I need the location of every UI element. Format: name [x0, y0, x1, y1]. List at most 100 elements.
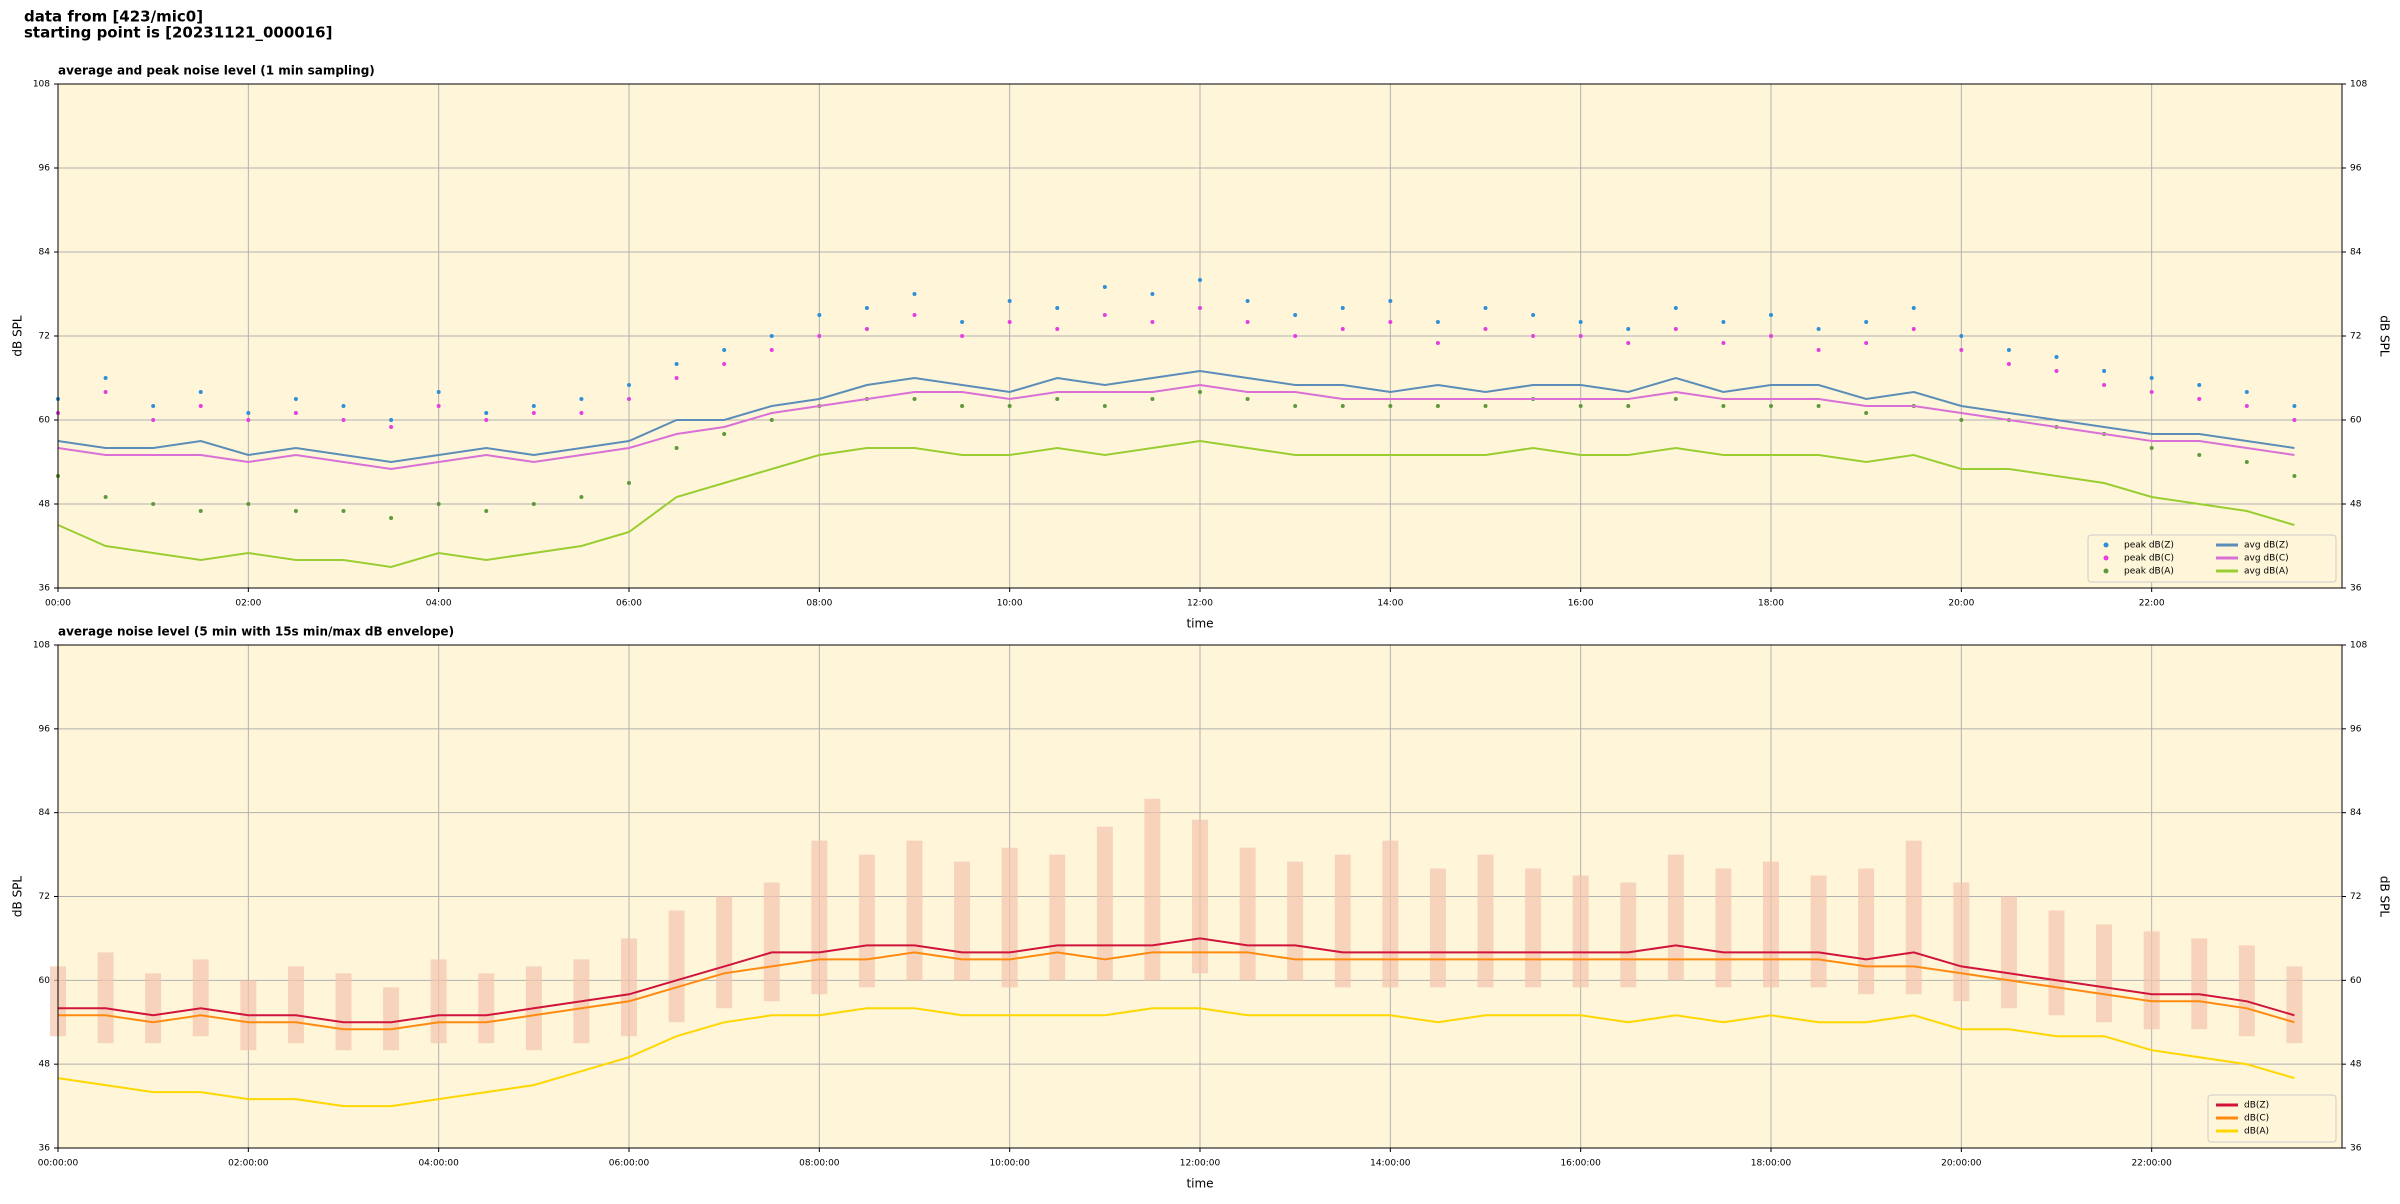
peak-point	[579, 397, 584, 401]
peak-point	[1578, 404, 1583, 408]
x-tick-label: 12:00	[1187, 599, 1213, 609]
peak-point	[293, 411, 298, 415]
peak-point	[531, 404, 536, 408]
peak-point	[722, 362, 727, 366]
peak-point	[769, 334, 774, 338]
peak-point	[1102, 404, 1107, 408]
peak-point	[436, 404, 441, 408]
peak-point	[198, 509, 203, 513]
y-tick-label: 96	[2350, 164, 2362, 174]
peak-point	[2244, 404, 2249, 408]
y-axis-label: dB SPL	[2378, 876, 2392, 918]
x-tick-label: 08:00:00	[799, 1159, 840, 1169]
peak-point	[293, 509, 298, 513]
peak-point	[1483, 327, 1488, 331]
peak-point	[1007, 404, 1012, 408]
y-tick-label: 96	[2350, 724, 2362, 734]
peak-point	[1864, 320, 1869, 324]
peak-point	[864, 327, 869, 331]
y-tick-label: 48	[39, 1060, 51, 1070]
peak-point	[1769, 334, 1773, 338]
peak-point	[1340, 327, 1345, 331]
peak-point	[198, 390, 203, 394]
peak-point	[1150, 320, 1155, 324]
peak-point	[2197, 453, 2202, 457]
y-tick-label: 108	[33, 80, 50, 90]
legend-label: avg dB(Z)	[2244, 541, 2289, 551]
peak-point	[1864, 341, 1869, 345]
peak-point	[1055, 327, 1060, 331]
peak-point	[2102, 369, 2107, 373]
plot-frame	[57, 644, 2343, 1149]
legend-label: peak dB(C)	[2124, 554, 2174, 564]
x-tick-label: 18:00	[1758, 599, 1784, 609]
y-axis-label: dB SPL	[2378, 315, 2392, 357]
peak-point	[436, 390, 441, 394]
x-tick-label: 02:00	[235, 599, 261, 609]
peak-point	[103, 495, 108, 499]
peak-point	[1721, 404, 1726, 408]
peak-point	[722, 348, 727, 352]
x-tick-label: 10:00:00	[989, 1159, 1030, 1169]
peak-point	[1769, 404, 1773, 408]
peak-point	[1959, 334, 1964, 338]
y-tick-label: 108	[2350, 641, 2367, 651]
y-tick-label: 72	[39, 892, 50, 902]
peak-point	[1531, 313, 1536, 317]
peak-point	[1959, 418, 1964, 422]
peak-point	[1102, 313, 1107, 317]
peak-point	[2149, 376, 2154, 380]
peak-point	[1340, 404, 1345, 408]
x-tick-label: 22:00:00	[2131, 1159, 2172, 1169]
peak-point	[1673, 397, 1678, 401]
peak-point	[2292, 418, 2297, 422]
legend-label: dB(A)	[2244, 1127, 2269, 1137]
peak-point	[389, 516, 394, 520]
legend-box	[2087, 534, 2337, 583]
y-tick-label: 96	[39, 164, 51, 174]
peak-point	[674, 376, 679, 380]
y-tick-label: 36	[2350, 1144, 2362, 1154]
x-tick-label: 14:00	[1377, 599, 1403, 609]
legend-label: dB(C)	[2244, 1114, 2269, 1124]
y-axis-label: dB SPL	[11, 876, 25, 918]
peak-point	[1626, 327, 1631, 331]
peak-point	[2006, 348, 2011, 352]
x-tick-label: 14:00:00	[1370, 1159, 1411, 1169]
peak-point	[960, 334, 965, 338]
y-tick-label: 108	[2350, 80, 2367, 90]
peak-point	[2244, 460, 2249, 464]
peak-point	[1435, 404, 1440, 408]
peak-point	[674, 362, 679, 366]
peak-point	[151, 418, 156, 422]
peak-point	[1721, 320, 1726, 324]
peak-point	[1007, 299, 1012, 303]
y-tick-label: 36	[39, 1144, 51, 1154]
peak-point	[484, 418, 489, 422]
x-tick-label: 00:00:00	[38, 1159, 79, 1169]
x-tick-label: 16:00	[1568, 599, 1594, 609]
peak-point	[2197, 397, 2202, 401]
peak-point	[1626, 404, 1631, 408]
peak-point	[198, 404, 203, 408]
peak-point	[1245, 397, 1250, 401]
x-tick-label: 16:00:00	[1560, 1159, 1601, 1169]
peak-point	[1055, 306, 1060, 310]
peak-point	[912, 292, 917, 296]
legend-marker	[2103, 542, 2109, 548]
peak-point	[531, 411, 536, 415]
peak-point	[1293, 404, 1298, 408]
peak-point	[341, 404, 346, 408]
y-tick-label: 84	[2350, 248, 2362, 258]
peak-point	[1388, 299, 1393, 303]
y-tick-label: 60	[2350, 416, 2362, 426]
peak-point	[769, 418, 774, 422]
peak-point	[627, 397, 631, 401]
peak-point	[1388, 320, 1393, 324]
legend-label: avg dB(A)	[2244, 567, 2288, 577]
y-tick-label: 48	[39, 500, 51, 510]
peak-point	[960, 404, 965, 408]
legend-label: peak dB(Z)	[2124, 541, 2174, 551]
x-tick-label: 20:00	[1948, 599, 1974, 609]
